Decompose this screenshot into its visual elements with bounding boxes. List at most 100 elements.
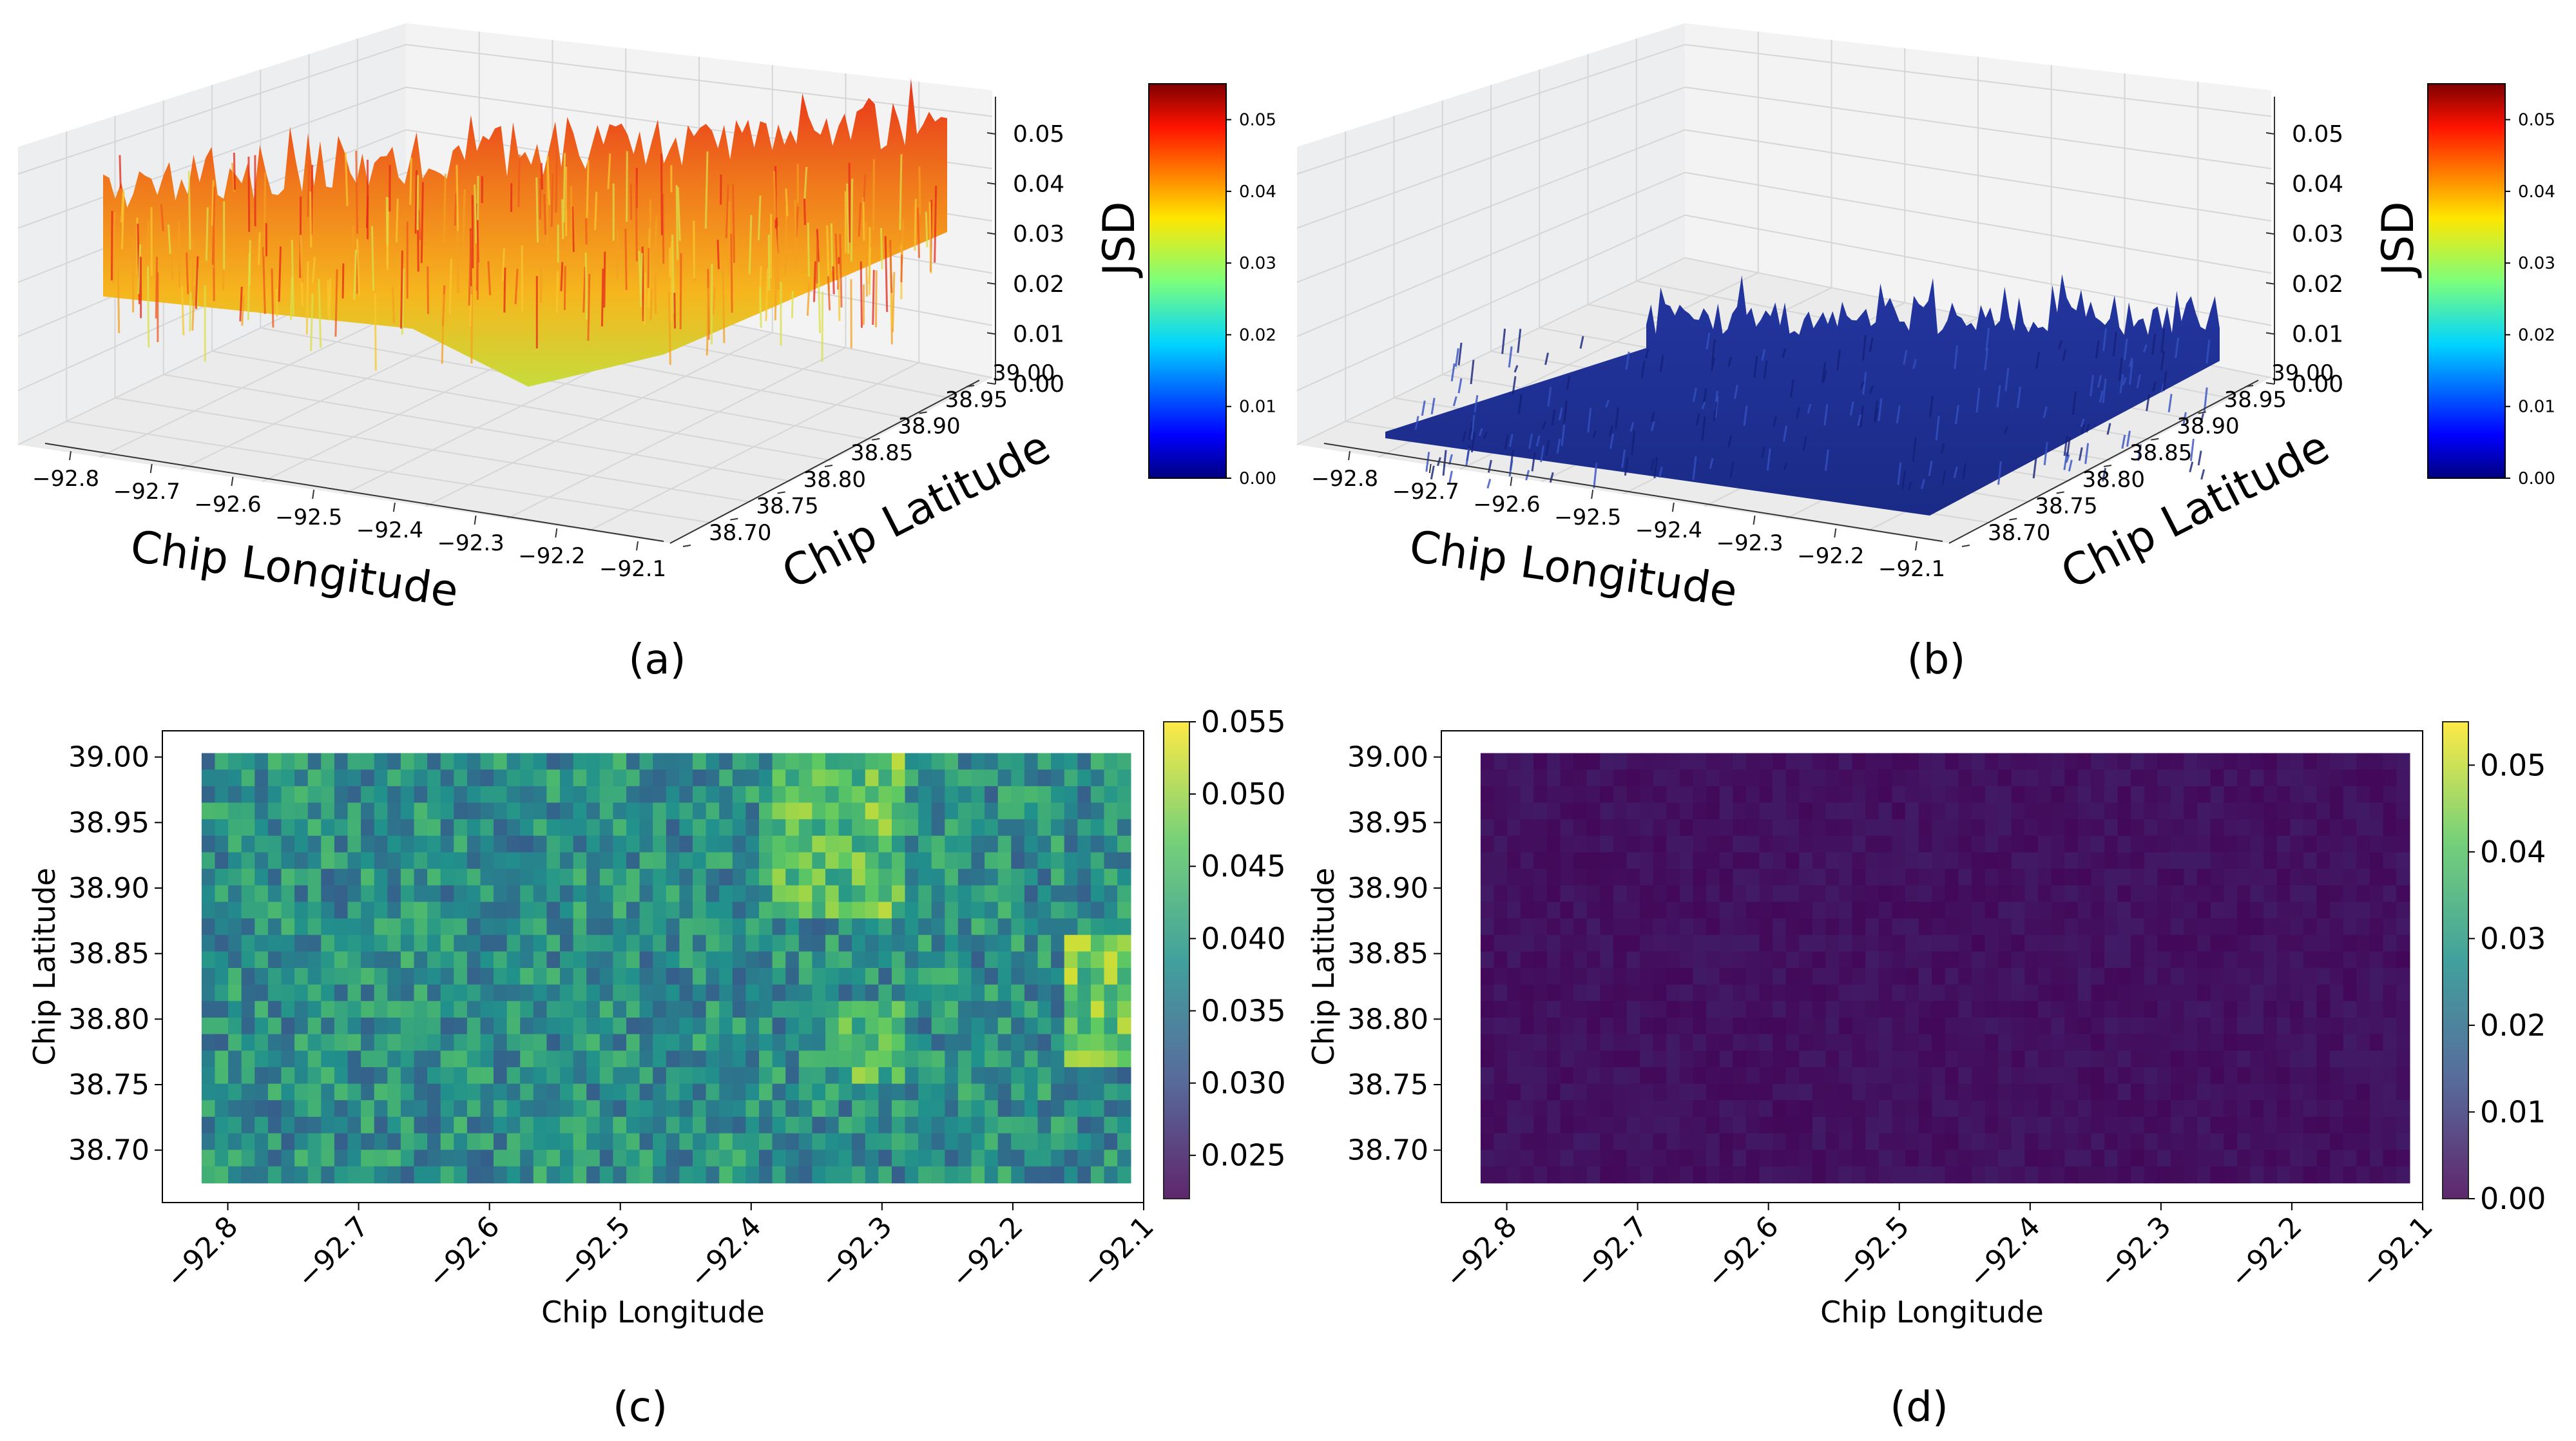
colorbar-tick-label: 0.02	[2480, 1008, 2546, 1043]
colorbar-tick-label: 0.03	[1239, 254, 1276, 273]
colorbar	[2427, 83, 2506, 479]
colorbar-tick-label: 0.055	[1201, 704, 1286, 739]
panel-caption: (b)	[1907, 636, 1966, 684]
y-axis-label: Chip Latitude	[27, 867, 62, 1065]
y-tick-label: 38.95	[1347, 806, 1428, 839]
x-tick-label: −92.7	[1392, 479, 1459, 505]
y-axis-line	[669, 380, 980, 544]
x-tick-label: −92.7	[113, 479, 180, 505]
x-tick-label: −92.2	[518, 543, 585, 569]
x-tick-label: −92.5	[1831, 1210, 1916, 1295]
y-tick-label: 38.80	[1347, 1003, 1428, 1036]
z-axis-label: JSD	[1094, 201, 1145, 278]
colorbar-tick-label: 0.05	[2480, 748, 2546, 782]
colorbar	[2442, 721, 2469, 1199]
colorbar-tick-label: 0.01	[1239, 398, 1276, 417]
panel-a-surface-plot: −92.8 −92.7 −92.6 −92.5 −92.4 −92.3 −92.2 −92.1…	[17, 23, 1276, 684]
y-tick-label: 38.70	[1347, 1134, 1428, 1167]
y-tick-label: 38.95	[2224, 387, 2287, 412]
z-tick-label: 0.02	[1013, 271, 1064, 298]
y-tick-label: 39.00	[2271, 360, 2334, 386]
colorbar-tick-label: 0.00	[2480, 1181, 2546, 1216]
x-tick-label: −92.8	[32, 466, 99, 492]
x-tick-label: −92.6	[421, 1210, 506, 1295]
y-tick-label: 38.70	[709, 520, 771, 546]
x-tick-label: −92.1	[599, 556, 666, 582]
x-axis-label: Chip Longitude	[1820, 1295, 2044, 1330]
z-tick-label: 0.03	[1013, 221, 1064, 247]
colorbar-tick-label: 0.00	[2518, 469, 2555, 488]
y-tick-label: 38.80	[803, 467, 866, 492]
z-axis-label: JSD	[2373, 201, 2424, 278]
y-tick-label: 38.80	[68, 1003, 149, 1036]
colorbar-tick-label: 0.030	[1201, 1066, 1286, 1101]
y-tick-label: 38.90	[898, 414, 960, 440]
y-tick-label: 38.85	[2129, 440, 2192, 466]
y-tick-label: 39.00	[992, 360, 1055, 386]
colorbar-tick-label: 0.04	[2480, 835, 2546, 869]
floor	[18, 258, 992, 543]
colorbar-tick-label: 0.050	[1201, 777, 1286, 811]
z-tick-label: 0.05	[2292, 121, 2343, 148]
x-tick-label: −92.3	[814, 1210, 898, 1295]
x-tick-label: −92.3	[437, 530, 505, 556]
x-tick-label: −92.5	[1554, 505, 1621, 530]
x-tick-label: −92.7	[291, 1210, 375, 1295]
panel-d-heatmap: −92.8 −92.7 −92.6 −92.5 −92.4 −92.3 −92.2 −92.1…	[1306, 721, 2546, 1431]
x-tick-label: −92.4	[683, 1210, 767, 1295]
x-axis-label: Chip Longitude	[541, 1295, 765, 1330]
y-tick-label: 38.75	[68, 1069, 149, 1101]
x-tick-label: −92.1	[1878, 556, 1945, 582]
y-axis-line	[1948, 380, 2259, 544]
x-tick-label: −92.5	[275, 505, 342, 530]
x-tick-label: −92.8	[1311, 466, 1378, 492]
colorbar-tick-label: 0.00	[1239, 469, 1276, 488]
z-tick-label: 0.00	[1013, 371, 1064, 398]
z-tick-label: 0.05	[1013, 121, 1064, 148]
y-tick-label: 38.70	[68, 1134, 149, 1167]
y-tick-label: 39.00	[1347, 741, 1428, 774]
x-axis-line	[44, 443, 664, 542]
x-tick-label: −92.8	[160, 1210, 244, 1295]
z-tick-label: 0.01	[1013, 321, 1064, 347]
x-tick-label: −92.4	[1635, 517, 1702, 543]
z-tick-label: 0.03	[2292, 221, 2343, 247]
x-tick-label: −92.6	[1473, 492, 1540, 517]
x-tick-label: −92.1	[2354, 1210, 2439, 1295]
panel-caption: (c)	[613, 1384, 668, 1431]
y-tick-label: 38.90	[2177, 414, 2239, 440]
y-tick-label: 38.95	[68, 806, 149, 839]
colorbar-tick-label: 0.04	[1239, 182, 1276, 202]
colorbar-tick-label: 0.045	[1201, 849, 1286, 884]
panel-c-heatmap: −92.8 −92.7 −92.6 −92.5 −92.4 −92.3 −92.2 −92.1…	[27, 704, 1286, 1431]
y-tick-label: 38.95	[945, 387, 1008, 412]
colorbar-tick-label: 0.03	[2518, 254, 2555, 273]
colorbar-tick-label: 0.035	[1201, 993, 1286, 1028]
x-tick-label: −92.2	[945, 1210, 1029, 1295]
x-tick-label: −92.5	[552, 1210, 637, 1295]
z-tick-label: 0.04	[2292, 171, 2343, 198]
z-tick-label: 0.01	[2292, 321, 2343, 347]
x-axis-line	[1323, 443, 1943, 542]
colorbar-tick-label: 0.01	[2480, 1094, 2546, 1129]
colorbar-tick-label: 0.01	[2518, 398, 2555, 417]
colorbar-tick-label: 0.04	[2518, 182, 2555, 202]
y-tick-label: 38.75	[1347, 1069, 1428, 1101]
y-tick-label: 38.75	[2035, 494, 2097, 519]
x-tick-label: −92.7	[1570, 1210, 1654, 1295]
y-tick-label: 38.85	[851, 440, 913, 466]
y-tick-label: 38.75	[756, 494, 818, 519]
y-tick-label: 38.80	[2082, 467, 2145, 492]
y-tick-label: 39.00	[68, 741, 149, 774]
x-tick-label: −92.3	[1716, 530, 1783, 556]
y-tick-label: 38.90	[1347, 872, 1428, 905]
colorbar-tick-label: 0.05	[2518, 111, 2555, 130]
x-tick-label: −92.4	[1962, 1210, 2046, 1295]
x-tick-label: −92.1	[1075, 1210, 1160, 1295]
x-tick-label: −92.4	[356, 517, 423, 543]
panel-b-surface-plot: −92.8 −92.7 −92.6 −92.5 −92.4 −92.3 −92.2 −92.1…	[1296, 23, 2555, 684]
x-tick-label: −92.6	[194, 492, 261, 517]
x-tick-label: −92.3	[2093, 1210, 2177, 1295]
colorbar	[1148, 83, 1227, 479]
